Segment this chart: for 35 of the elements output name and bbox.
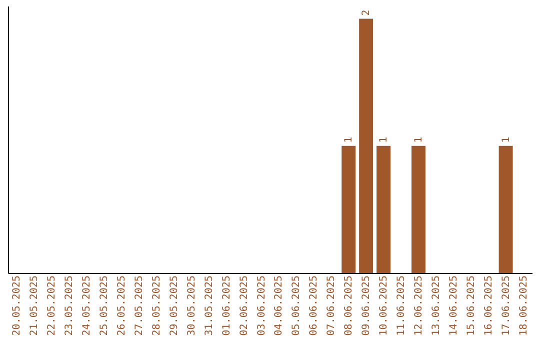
x-tick-label: 25.05.2025 (99, 276, 110, 336)
x-tick-label: 22.05.2025 (46, 276, 58, 336)
x-tick-label: 14.06.2025 (448, 276, 460, 336)
x-tick-label: 23.05.2025 (64, 276, 76, 336)
x-tick-label: 17.06.2025 (500, 276, 512, 336)
x-tick-label: 21.05.2025 (29, 276, 40, 336)
x-tick-label: 24.05.2025 (82, 276, 93, 336)
data-label: 1 (413, 136, 424, 143)
x-tick-label: 13.06.2025 (430, 276, 442, 336)
x-tick-label: 09.06.2025 (361, 276, 372, 336)
x-tick-label: 04.06.2025 (274, 276, 285, 336)
x-tick-label: 06.06.2025 (308, 276, 320, 336)
x-tick-label: 11.06.2025 (396, 276, 407, 336)
x-tick-label: 08.06.2025 (344, 276, 355, 336)
x-tick-label: 02.06.2025 (238, 276, 250, 336)
x-tick-label: 31.05.2025 (204, 276, 215, 336)
x-tick-label: 28.05.2025 (151, 276, 162, 336)
x-tick-label: 29.05.2025 (168, 276, 180, 336)
data-label: 1 (344, 136, 355, 143)
x-tick-label: 12.06.2025 (413, 276, 424, 336)
x-tick-label: 01.06.2025 (221, 276, 232, 336)
data-label: 2 (361, 10, 372, 16)
x-tick-label: 20.05.2025 (12, 276, 23, 336)
x-tick-label: 30.05.2025 (186, 276, 198, 336)
x-tick-label: 26.05.2025 (116, 276, 128, 336)
x-tick-label: 16.06.2025 (483, 276, 494, 336)
data-label: 1 (378, 136, 390, 143)
x-tick-label: 03.06.2025 (256, 276, 268, 336)
x-tick-label: 18.06.2025 (518, 276, 530, 336)
x-tick-label: 07.06.2025 (326, 276, 338, 336)
x-tick-label: 15.06.2025 (466, 276, 477, 336)
x-tick-label: 27.05.2025 (134, 276, 145, 336)
data-label: 1 (500, 136, 512, 143)
x-tick-label: 05.06.2025 (291, 276, 302, 336)
x-tick-label: 10.06.2025 (378, 276, 390, 336)
